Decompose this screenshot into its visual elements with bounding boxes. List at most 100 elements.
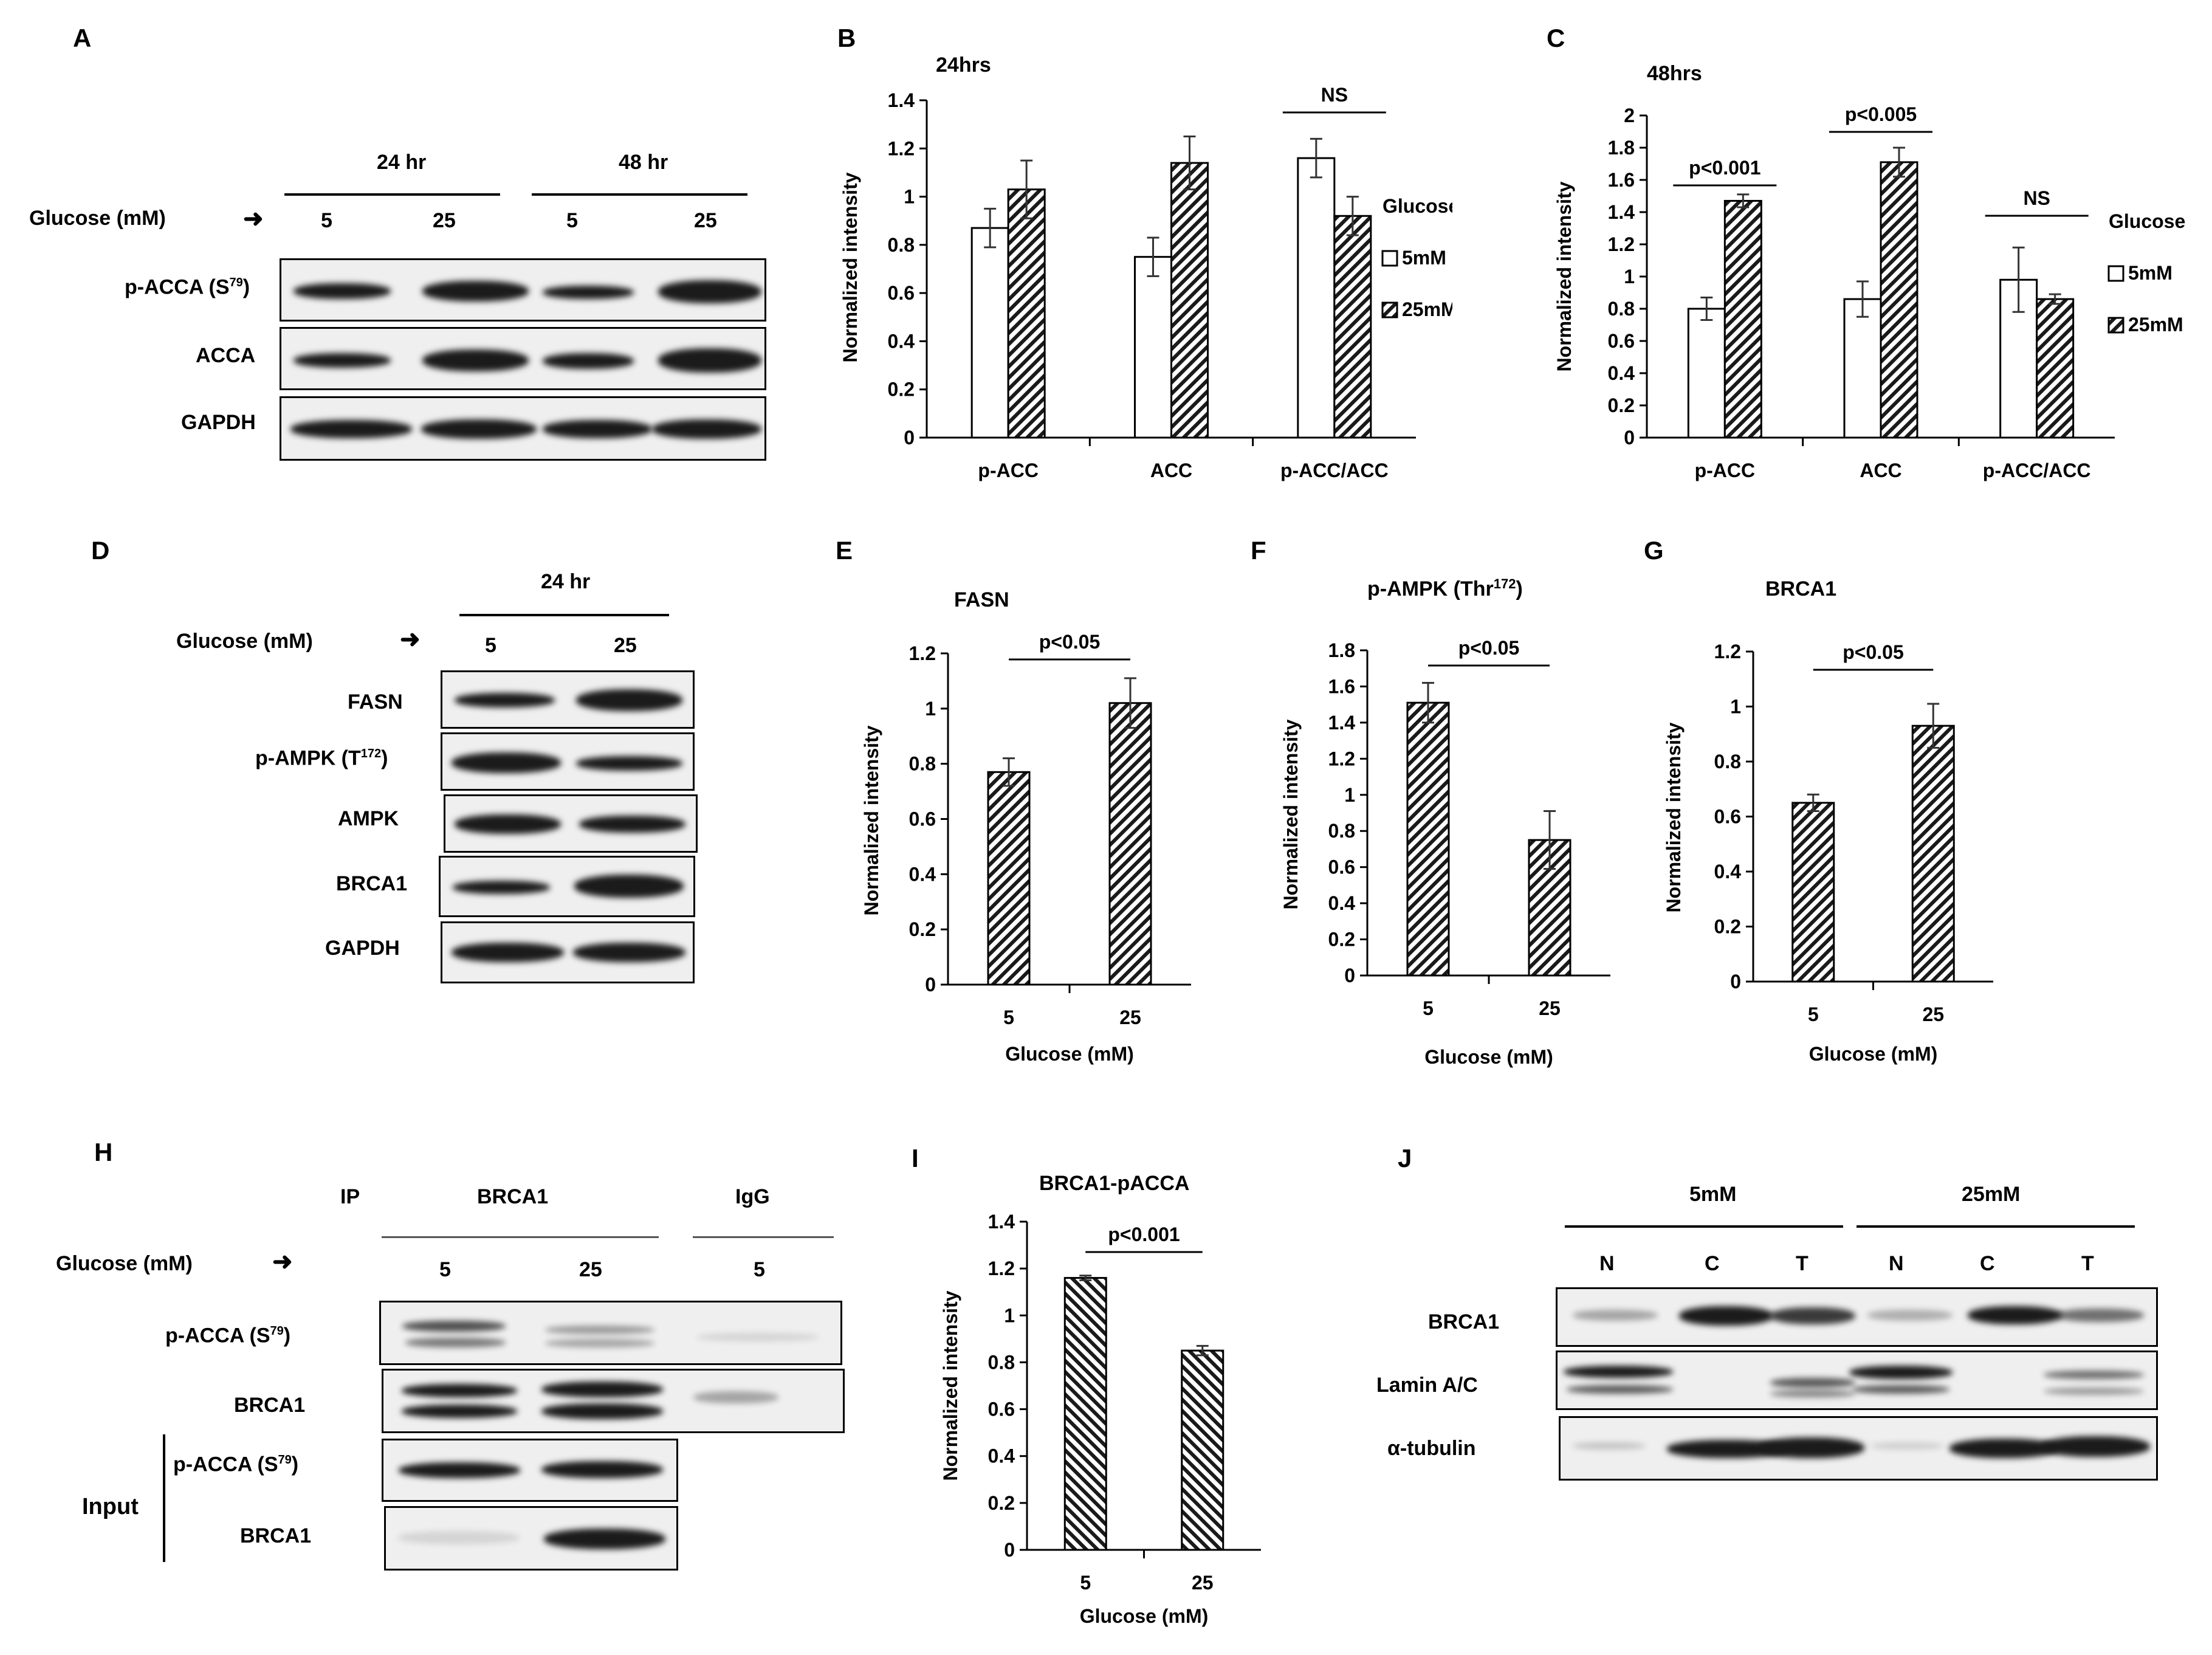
y-tick-label: 1	[925, 698, 936, 720]
lane-label: T	[2081, 1252, 2094, 1275]
legend-label: 5mM	[2128, 262, 2172, 284]
y-tick-label: 1	[1624, 266, 1635, 287]
y-tick-label: 0	[1624, 427, 1635, 449]
bar	[1181, 1349, 1224, 1551]
y-tick-label: 0.8	[1608, 298, 1635, 320]
blot-input-p-acca	[382, 1439, 678, 1502]
group-bracket	[382, 1236, 659, 1238]
y-tick-label: 0.2	[909, 918, 936, 940]
panel-letter-b: B	[837, 24, 856, 52]
x-tick-label: 25	[1192, 1572, 1214, 1594]
blot-brca1	[439, 856, 695, 917]
y-axis-label: Normalized intensity	[860, 725, 882, 915]
significance-label: NS	[1321, 84, 1348, 106]
x-tick-label: p-ACC	[1695, 459, 1756, 481]
panel-letter-a: A	[73, 24, 92, 52]
row-label: BRCA1	[336, 872, 408, 895]
y-tick-label: 0.8	[1714, 751, 1741, 772]
y-axis-label: Normalized intensity	[1663, 722, 1685, 912]
y-tick-label: 0.8	[909, 753, 936, 775]
group-bracket	[1856, 1225, 2135, 1228]
y-tick-label: 0	[925, 974, 936, 996]
row-label: p-ACCA (S79)	[125, 275, 250, 299]
arrow-right-icon: ➜	[400, 626, 421, 653]
chart-g: BRCA1 Normalized intensity 0 0.2 0.4 0.6 0.8 1 1…	[1663, 577, 1993, 1065]
ip-igg-label: IgG	[735, 1185, 770, 1208]
row-label: BRCA1	[1428, 1310, 1500, 1333]
chart-title: FASN	[954, 588, 1009, 611]
row-label: ACCA	[196, 344, 256, 367]
y-tick-label: 0.6	[909, 808, 936, 830]
legend-swatch	[1381, 250, 1398, 267]
y-axis-label: Normalized intensity	[839, 172, 861, 362]
row-label: p-ACCA (S79)	[165, 1324, 291, 1347]
x-axis-label: Glucose (mM)	[1005, 1043, 1134, 1065]
x-tick-label: p-ACC	[978, 459, 1039, 481]
y-tick-label: 0.8	[888, 234, 915, 256]
lane-label: C	[1980, 1252, 1995, 1275]
bar	[1723, 199, 1762, 439]
y-tick-label: 0.4	[1608, 362, 1635, 384]
x-tick-label: 25	[1119, 1006, 1141, 1028]
blot-p-ampk	[441, 732, 695, 791]
y-tick-label: 0.4	[1328, 892, 1356, 914]
blot-acca	[280, 327, 766, 390]
group-label-25mm: 25mM	[1962, 1183, 2021, 1206]
legend-label: 5mM	[1402, 247, 1446, 269]
x-axis-label: Glucose (mM)	[1809, 1043, 1938, 1065]
blot-ip-brca1	[382, 1369, 845, 1433]
bar	[1108, 702, 1152, 986]
y-tick-label: 1.8	[1328, 639, 1355, 661]
panel-letter-h: H	[94, 1138, 113, 1166]
arrow-right-icon: ➜	[243, 205, 264, 232]
row-label: Lamin A/C	[1376, 1374, 1478, 1397]
glucose-label: Glucose (mM)	[56, 1252, 193, 1275]
x-tick-label: p-ACC/ACC	[1983, 459, 2091, 481]
lane-label: N	[1889, 1252, 1904, 1275]
y-tick-label: 0	[1344, 965, 1355, 986]
group-bracket	[459, 614, 669, 616]
chart-b: 24hrs Normalized intensity 0 0.2 0.4 0.6 0.8 1 1…	[839, 53, 1452, 481]
chart-e: FASN Normalized intensity 0 0.2 0.4 0.6 0.8 1 1.…	[860, 588, 1191, 1065]
x-tick-label: 5	[1423, 997, 1434, 1019]
lane-label: C	[1705, 1252, 1720, 1275]
blot-input-brca1	[384, 1506, 678, 1571]
glucose-label: Glucose (mM)	[176, 630, 313, 653]
x-tick-label: ACC	[1150, 459, 1192, 481]
input-bracket	[163, 1434, 165, 1562]
lane-label: 5	[485, 634, 496, 657]
y-tick-label: 0.6	[888, 282, 915, 304]
ip-label: IP	[340, 1185, 360, 1208]
y-axis-label: Normalized intensity	[939, 1290, 961, 1481]
legend-label: 25mM	[1402, 298, 1452, 320]
lane-label: 25	[433, 209, 456, 232]
y-tick-label: 0.4	[888, 330, 915, 352]
group-label-24hr: 24 hr	[541, 570, 591, 593]
legend-swatch	[2107, 265, 2124, 282]
blot-brca1	[1556, 1287, 2158, 1347]
row-label: FASN	[348, 690, 403, 714]
significance-label: NS	[2023, 187, 2050, 209]
y-tick-label: 1.8	[1608, 137, 1635, 159]
panel-letter-g: G	[1644, 536, 1664, 565]
bar	[1880, 161, 1918, 439]
bar	[1063, 1277, 1107, 1551]
blot-gapdh	[280, 396, 766, 461]
blot-alpha-tubulin	[1559, 1416, 2158, 1481]
y-tick-label: 1.2	[1608, 233, 1635, 255]
panel-letter-e: E	[836, 536, 853, 565]
bar	[970, 227, 1009, 439]
chart-title: BRCA1-pACCA	[1039, 1172, 1189, 1195]
bar	[1007, 188, 1046, 439]
row-label: BRCA1	[234, 1394, 306, 1417]
chart-title: 48hrs	[1647, 62, 1702, 85]
input-label: Input	[82, 1494, 139, 1519]
y-tick-label: 0.8	[1328, 820, 1355, 842]
arrow-right-icon: ➜	[272, 1248, 293, 1275]
blot-ip-p-acca	[379, 1301, 842, 1365]
bar	[1333, 215, 1372, 439]
row-label: AMPK	[338, 807, 399, 830]
significance-label: p<0.05	[1039, 631, 1101, 653]
significance-label: p<0.005	[1845, 103, 1917, 125]
x-tick-label: 25	[1922, 1003, 1944, 1025]
